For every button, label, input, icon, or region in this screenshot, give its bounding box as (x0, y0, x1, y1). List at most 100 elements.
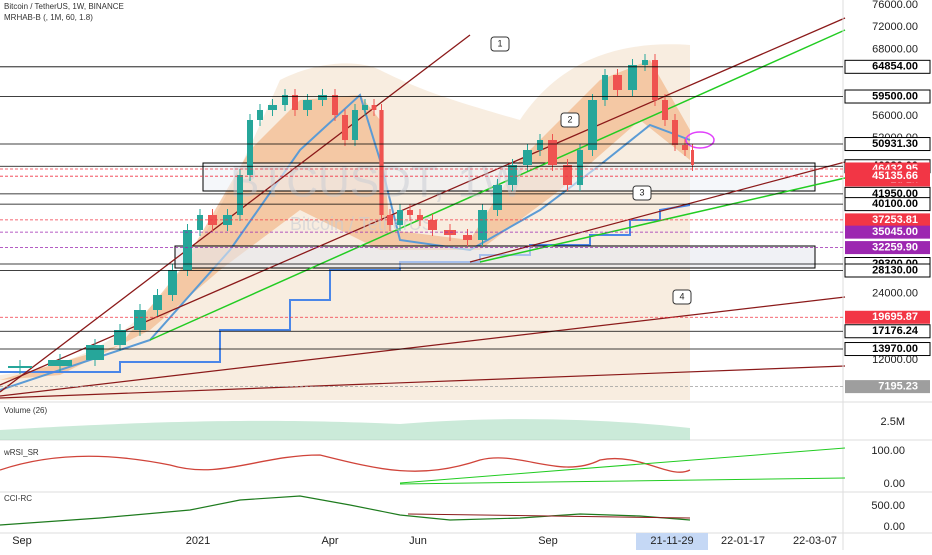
price-tag (844, 89, 931, 104)
symbol-title: Bitcoin / TetherUS, 1W, BINANCE (4, 2, 124, 11)
price-tag-label: 7195.23 (878, 381, 918, 393)
candle-body (508, 165, 517, 185)
price-tag-label: 17176.24 (872, 325, 919, 337)
watermark-sub: Bitcoin / TetherUS (290, 214, 434, 234)
candle-body (662, 100, 668, 120)
price-label: 68000.00 (872, 43, 918, 55)
price-tag (845, 310, 930, 324)
candle-body (652, 60, 658, 100)
price-tag-label: 50931.30 (872, 138, 918, 150)
price-label: 56000.00 (872, 110, 918, 122)
price-tag (845, 241, 930, 255)
candle-body (237, 175, 243, 215)
candle-body (8, 366, 32, 368)
candle-body (379, 110, 384, 215)
price-label: 76000.00 (872, 0, 918, 11)
price-tag (844, 324, 931, 339)
annotation-box (560, 112, 580, 128)
price-tag (845, 169, 930, 183)
rsi-line (0, 454, 691, 473)
pane-tick: 500.00 (871, 500, 905, 512)
candle-body (257, 110, 263, 120)
candle-body (168, 270, 177, 295)
time-label: Jun (409, 535, 427, 547)
volume-area (0, 419, 690, 440)
price-tag-label: 59500.00 (872, 90, 918, 102)
pane-tick: 0.00 (884, 521, 905, 533)
candle-body (114, 330, 126, 345)
candle-body (153, 295, 162, 310)
time-label: 21-11-29 (650, 535, 693, 547)
price-tag-label: 32259.90 (872, 241, 918, 253)
price-label: 12000.00 (872, 354, 918, 366)
annotation-box (672, 289, 692, 305)
candle-body (428, 220, 437, 230)
time-label: Sep (538, 535, 558, 547)
candle-body (493, 185, 502, 210)
price-label: 24000.00 (872, 287, 918, 299)
price-tag-label: 13970.00 (872, 343, 918, 355)
price-tag (844, 197, 931, 212)
cci-trend (407, 513, 691, 519)
time-highlight (636, 533, 708, 550)
pane-tick: 0.00 (884, 478, 905, 490)
candle-body (613, 75, 622, 90)
candle-body (548, 140, 557, 165)
time-label: 2021 (186, 535, 210, 547)
pane-title: CCI-RC (4, 494, 32, 503)
trend-line (0, 34, 471, 393)
price-tag-label: 40100.00 (872, 198, 918, 210)
trend-line (0, 296, 846, 397)
indicator-title: MRHAB-B (, 1M, 60, 1.8) (4, 13, 93, 22)
candle-body (397, 210, 403, 225)
annotation: 3 (639, 187, 644, 197)
price-tag-label: 28130.00 (872, 264, 918, 276)
price-tag (844, 263, 931, 278)
price-tag (844, 137, 931, 152)
price-tag-label: 64854.00 (872, 61, 918, 73)
candle-body (318, 95, 327, 100)
price-tag-label: 45135.66 (872, 170, 918, 182)
candle-body (183, 230, 192, 270)
candle-body (247, 120, 253, 175)
candle-body (86, 345, 104, 360)
annotation: 4 (679, 291, 684, 301)
cci-line (0, 495, 691, 526)
time-label: 22-03-07 (793, 535, 837, 547)
price-tag-label: 37253.81 (872, 214, 918, 226)
candle-body (642, 60, 648, 65)
candle-body (682, 145, 688, 150)
watermark: BTCUSDT, 1W (230, 158, 524, 207)
candle-body (407, 210, 413, 215)
candle-body (197, 215, 203, 230)
pane-tick: 2.5M (881, 416, 905, 428)
price-tag-label: 19695.87 (872, 311, 918, 323)
pane-tick: 100.00 (871, 445, 905, 457)
price-label: 72000.00 (872, 21, 918, 33)
candle-body (478, 210, 487, 240)
candle-body (48, 360, 72, 366)
price-tag (845, 213, 930, 227)
annotation-box (490, 36, 510, 52)
candle-body (691, 150, 694, 165)
candle-body (417, 215, 423, 220)
candle-body (134, 310, 146, 330)
candle-body (463, 235, 472, 240)
pane-title: Volume (26) (4, 406, 47, 415)
annotation: 1 (497, 38, 502, 48)
price-tag (844, 342, 931, 357)
candle-body (537, 140, 543, 150)
trend-line (469, 161, 846, 263)
candle-body (303, 100, 312, 110)
pane-title: wRSI_SR (3, 448, 39, 457)
candle-body (282, 95, 288, 105)
price-tag-label: 41950.00 (872, 188, 918, 200)
candle-body (577, 150, 583, 185)
zone-box (174, 245, 816, 269)
price-tag (845, 380, 930, 394)
time-label: Apr (321, 535, 338, 547)
candle-body (332, 95, 338, 115)
candle-body (602, 75, 608, 100)
candle-body (628, 65, 637, 90)
